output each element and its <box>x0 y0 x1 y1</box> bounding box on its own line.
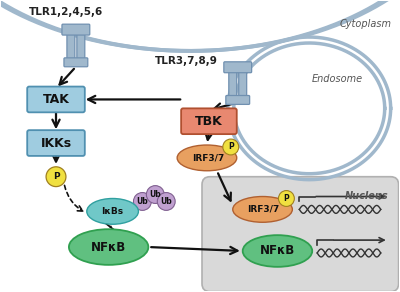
FancyBboxPatch shape <box>202 177 399 292</box>
FancyBboxPatch shape <box>239 68 247 97</box>
Circle shape <box>278 191 294 206</box>
Circle shape <box>146 186 164 204</box>
Text: Ub: Ub <box>160 197 172 206</box>
Text: IRF3/7: IRF3/7 <box>192 153 224 162</box>
FancyBboxPatch shape <box>62 24 90 35</box>
FancyBboxPatch shape <box>226 95 250 105</box>
Text: IKKs: IKKs <box>40 137 72 150</box>
Circle shape <box>223 139 239 155</box>
Text: NFκB: NFκB <box>260 244 295 258</box>
Text: Ub: Ub <box>136 197 148 206</box>
Text: TLR1,2,4,5,6: TLR1,2,4,5,6 <box>29 7 104 17</box>
FancyBboxPatch shape <box>67 31 75 59</box>
Text: P: P <box>228 142 234 152</box>
Text: NFκB: NFκB <box>91 241 126 253</box>
Ellipse shape <box>243 235 312 267</box>
Text: Endosome: Endosome <box>312 74 363 84</box>
Text: IκBs: IκBs <box>102 207 124 216</box>
FancyBboxPatch shape <box>224 62 252 73</box>
Text: TBK: TBK <box>195 115 223 128</box>
Circle shape <box>46 167 66 187</box>
FancyBboxPatch shape <box>27 130 85 156</box>
Circle shape <box>157 192 175 210</box>
Ellipse shape <box>177 145 237 171</box>
FancyBboxPatch shape <box>64 58 88 67</box>
Text: TAK: TAK <box>42 93 70 106</box>
Text: Ub: Ub <box>150 190 161 199</box>
Ellipse shape <box>69 229 148 265</box>
Ellipse shape <box>87 199 138 224</box>
Text: TLR3,7,8,9: TLR3,7,8,9 <box>155 56 218 66</box>
Ellipse shape <box>233 197 292 222</box>
FancyBboxPatch shape <box>27 86 85 112</box>
Text: Nucleus: Nucleus <box>345 191 389 201</box>
Text: P: P <box>284 194 289 203</box>
Text: Cytoplasm: Cytoplasm <box>340 19 392 29</box>
Text: IRF3/7: IRF3/7 <box>248 205 280 214</box>
Text: P: P <box>53 172 59 181</box>
FancyBboxPatch shape <box>229 68 237 97</box>
FancyBboxPatch shape <box>77 31 85 59</box>
Circle shape <box>134 192 151 210</box>
FancyBboxPatch shape <box>181 108 237 134</box>
